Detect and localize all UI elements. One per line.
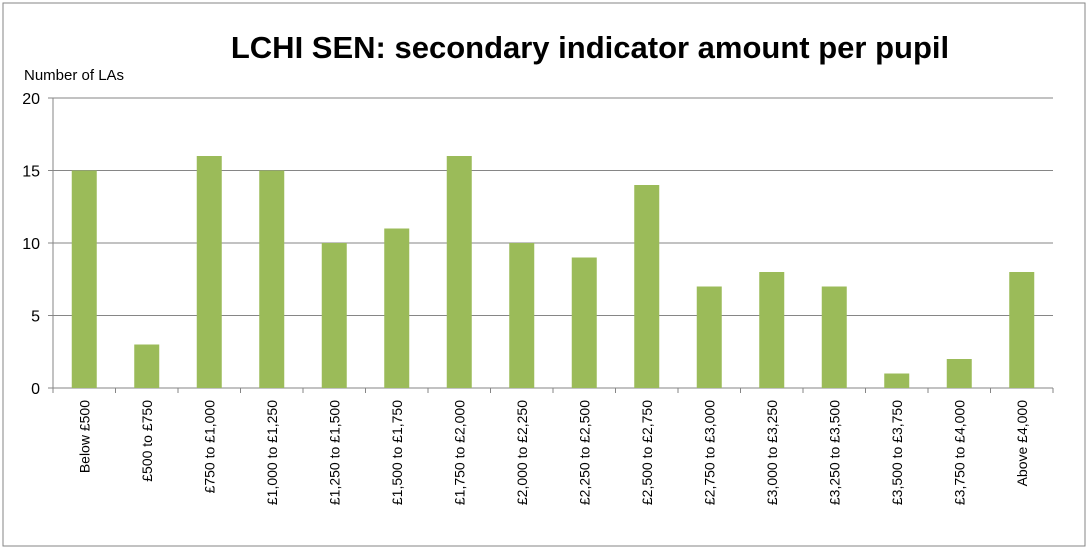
y-tick-label: 15 (22, 164, 40, 181)
x-tick-label: £3,250 to £3,500 (826, 400, 842, 505)
bar (696, 286, 722, 388)
x-tick-label: £3,750 to £4,000 (951, 400, 967, 505)
x-tick-label: Above £4,000 (1014, 400, 1030, 487)
bar (571, 257, 597, 388)
y-tick-label: 5 (31, 309, 40, 326)
bar (634, 185, 660, 388)
bar (321, 243, 347, 388)
bar (821, 286, 847, 388)
x-tick-label: £750 to £1,000 (201, 400, 217, 494)
y-tick-label: 0 (31, 381, 40, 398)
x-tick-label: £2,500 to £2,750 (639, 400, 655, 505)
bar (196, 156, 222, 388)
y-tick-label: 20 (22, 91, 40, 108)
y-tick-label: 10 (22, 236, 40, 253)
x-tick-label: £500 to £750 (139, 400, 155, 482)
x-tick-label: £1,000 to £1,250 (264, 400, 280, 505)
x-tick-label: £2,750 to £3,000 (701, 400, 717, 505)
bar (509, 243, 535, 388)
x-tick-label: Below £500 (76, 400, 92, 473)
x-tick-label: £3,500 to £3,750 (889, 400, 905, 505)
bar (384, 228, 410, 388)
bar (759, 272, 785, 388)
y-axis-label: Number of LAs (24, 67, 124, 84)
chart-border (2, 2, 1086, 547)
x-tick-label: £1,250 to £1,500 (326, 400, 342, 505)
x-tick-label: £2,250 to £2,500 (576, 400, 592, 505)
bar (884, 373, 910, 388)
bar (259, 170, 285, 388)
bar (71, 170, 97, 388)
chart-title: LCHI SEN: secondary indicator amount per… (231, 30, 949, 65)
x-tick-label: £1,750 to £2,000 (451, 400, 467, 505)
x-tick-label: £2,000 to £2,250 (514, 400, 530, 505)
bar (134, 344, 160, 388)
x-tick-label: £1,500 to £1,750 (389, 400, 405, 505)
x-tick-label: £3,000 to £3,250 (764, 400, 780, 505)
bar (446, 156, 472, 388)
bar (946, 359, 972, 388)
bar (1009, 272, 1035, 388)
